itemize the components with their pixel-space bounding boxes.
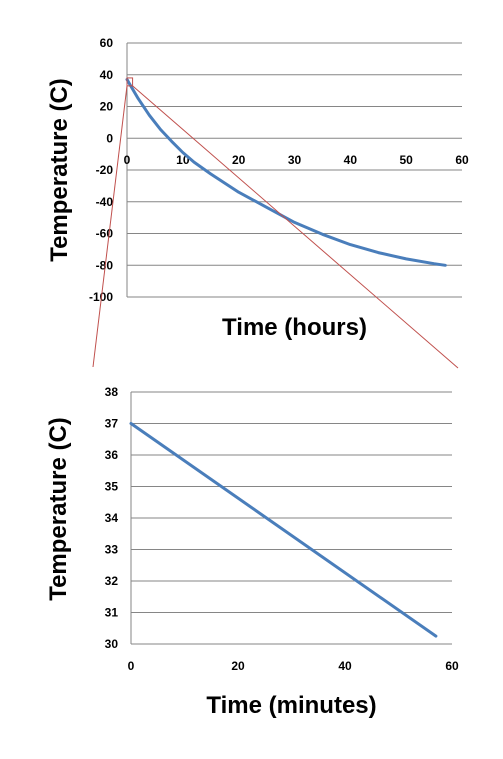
- x-axis-title: Time (hours): [222, 314, 367, 341]
- zoom-connector: [92, 77, 459, 369]
- y-tick-label: 60: [100, 36, 114, 50]
- chart-bottom: 30 31 32 33 34 35 36 37 38 0 20 40 60 Time (minutes) T…: [45, 385, 459, 719]
- x-tick-label: 40: [344, 153, 358, 167]
- y-tick-label: -80: [96, 258, 114, 272]
- x-tick-label: 20: [231, 659, 245, 673]
- x-tick-label: 60: [445, 659, 459, 673]
- series-line: [125, 78, 447, 267]
- y-tick-label: 40: [100, 68, 114, 82]
- zoom-connector-right: [132, 85, 459, 369]
- x-tick-label: 60: [455, 153, 469, 167]
- y-axis-title: Temperature (C): [46, 78, 73, 262]
- x-axis-title: Time (minutes): [206, 692, 376, 719]
- y-tick-label: 20: [100, 100, 114, 114]
- x-tick-label: 0: [124, 153, 131, 167]
- y-tick-label: -20: [96, 163, 114, 177]
- series-line: [129, 422, 438, 638]
- y-tick-label: 38: [105, 385, 119, 399]
- y-tick-label: 32: [105, 574, 119, 588]
- y-tick-label: -60: [96, 227, 114, 241]
- chart-top: -100-80-60-40-2002040600102030405060Time…: [46, 36, 469, 341]
- x-tick-label: 30: [288, 153, 302, 167]
- x-tick-label: 40: [338, 659, 352, 673]
- y-tick-label: 35: [105, 480, 119, 494]
- y-tick-label: 37: [105, 417, 119, 431]
- y-tick-label: 36: [105, 448, 119, 462]
- zoom-connector-left: [92, 85, 128, 368]
- y-tick-label: 33: [105, 543, 119, 557]
- x-tick-label: 50: [399, 153, 413, 167]
- zoom-marker: [126, 77, 134, 87]
- x-tick-label: 0: [128, 659, 135, 673]
- y-tick-label: -40: [96, 195, 114, 209]
- y-axis-title: Temperature (C): [45, 417, 72, 601]
- x-tick-label: 20: [232, 153, 246, 167]
- y-tick-label: 34: [105, 511, 119, 525]
- y-tick-label: 0: [106, 131, 113, 145]
- y-tick-label: 30: [105, 637, 119, 651]
- y-tick-label: 31: [105, 606, 119, 620]
